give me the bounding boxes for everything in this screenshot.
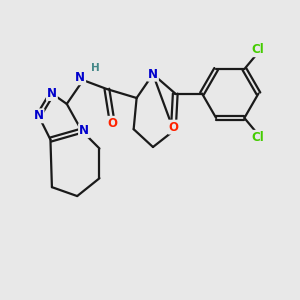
Text: N: N bbox=[34, 109, 44, 122]
Text: N: N bbox=[79, 124, 89, 137]
Text: H: H bbox=[91, 63, 100, 73]
Text: N: N bbox=[75, 71, 85, 84]
Text: N: N bbox=[148, 68, 158, 81]
Text: O: O bbox=[169, 121, 179, 134]
Text: N: N bbox=[47, 87, 57, 100]
Text: O: O bbox=[108, 117, 118, 130]
Text: Cl: Cl bbox=[251, 131, 264, 144]
Text: Cl: Cl bbox=[251, 43, 264, 56]
